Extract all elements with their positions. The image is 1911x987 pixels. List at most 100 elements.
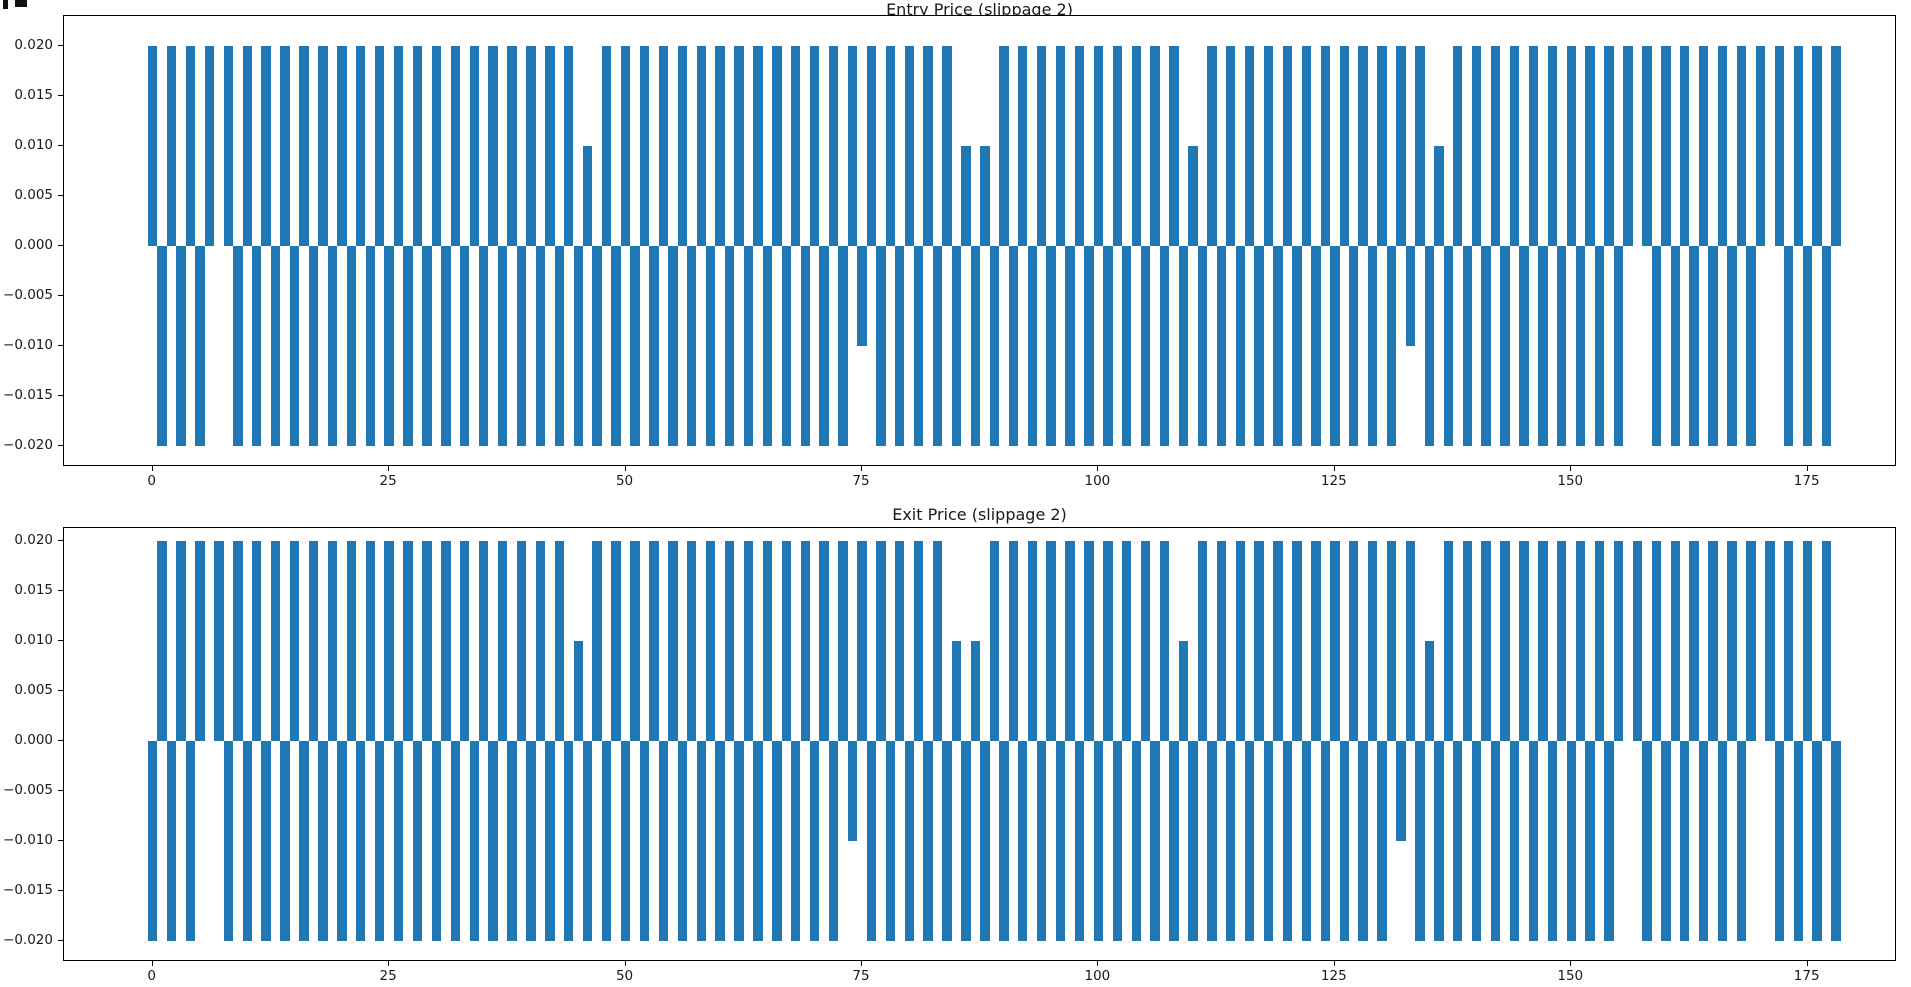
bar	[157, 246, 167, 446]
bar	[1263, 741, 1274, 941]
bar	[148, 741, 158, 941]
bar	[374, 46, 385, 246]
bar	[1178, 246, 1189, 446]
bar	[1434, 146, 1444, 246]
bar	[318, 46, 328, 246]
bar	[800, 246, 810, 446]
bar	[724, 246, 735, 446]
bar	[1727, 246, 1737, 446]
bar	[1765, 541, 1775, 741]
bar	[1301, 741, 1312, 941]
x-tick-label: 150	[1557, 968, 1584, 984]
bar	[857, 541, 867, 741]
bar	[1055, 46, 1066, 246]
bar	[1793, 46, 1803, 246]
bar	[809, 46, 820, 246]
bar	[980, 741, 990, 941]
bar	[1169, 741, 1179, 941]
bar	[526, 46, 536, 246]
x-tick-mark	[1097, 466, 1099, 471]
bar	[1018, 46, 1028, 246]
x-tick-label: 175	[1793, 473, 1820, 489]
bar	[1680, 741, 1690, 941]
bar	[252, 246, 262, 446]
x-tick-mark	[624, 961, 626, 966]
bar	[327, 541, 338, 741]
bar	[583, 741, 593, 941]
bar	[743, 246, 754, 446]
bar	[412, 741, 423, 941]
bar	[876, 246, 886, 446]
bar	[1566, 741, 1576, 941]
y-tick-mark	[58, 95, 63, 96]
bar	[233, 541, 243, 741]
bar	[223, 741, 234, 941]
bar	[1623, 46, 1633, 246]
bar	[1490, 741, 1501, 941]
bar	[1821, 246, 1832, 446]
bar	[1604, 741, 1614, 941]
bar	[1424, 246, 1435, 446]
bar	[1538, 541, 1548, 741]
bar	[1122, 541, 1132, 741]
bar	[857, 246, 867, 346]
bar	[1159, 246, 1170, 446]
bar	[450, 46, 460, 246]
bar	[1320, 46, 1331, 246]
entry-price-chart-title: Entry Price (slippage 2)	[886, 0, 1073, 19]
bar	[611, 541, 621, 741]
bar	[1367, 246, 1378, 446]
bar	[1377, 741, 1387, 941]
bar	[270, 246, 281, 446]
bar	[1746, 246, 1756, 446]
bar	[1188, 741, 1198, 941]
bar	[564, 741, 574, 941]
bar	[1746, 541, 1756, 741]
bar	[1103, 541, 1113, 741]
bar	[1282, 741, 1293, 941]
bar	[1330, 246, 1340, 446]
bar	[422, 246, 432, 446]
bar	[460, 246, 470, 446]
bar	[1055, 741, 1066, 941]
bar	[1727, 541, 1737, 741]
bar	[1339, 741, 1349, 941]
bar	[545, 46, 555, 246]
bar	[1150, 46, 1160, 246]
x-tick-mark	[1806, 466, 1808, 471]
bar	[1415, 741, 1425, 941]
bar	[1755, 46, 1766, 246]
x-tick-label: 125	[1320, 473, 1347, 489]
bar	[601, 46, 612, 246]
y-tick-mark	[58, 195, 63, 196]
bar	[1594, 246, 1605, 446]
y-tick-label: 0.000	[14, 237, 53, 253]
bar	[242, 741, 252, 941]
bar	[914, 541, 924, 741]
bar	[1784, 246, 1794, 446]
bar	[828, 46, 839, 246]
bar	[1434, 741, 1444, 941]
bar	[1443, 541, 1453, 741]
x-tick-label: 100	[1084, 968, 1111, 984]
bar	[1386, 541, 1397, 741]
bar	[819, 246, 829, 446]
bar	[592, 246, 602, 446]
bar	[1349, 246, 1359, 446]
bar	[583, 146, 593, 246]
bar	[743, 541, 754, 741]
entry-price-plot-area	[63, 15, 1896, 466]
bar	[601, 741, 612, 941]
y-tick-mark	[58, 395, 63, 396]
y-tick-mark	[58, 445, 63, 446]
bar	[781, 541, 791, 741]
bar	[289, 541, 300, 741]
bar	[932, 541, 943, 741]
bar	[1169, 46, 1179, 246]
bar	[1358, 46, 1368, 246]
bar	[630, 541, 640, 741]
bar	[1585, 741, 1595, 941]
bar	[204, 46, 215, 246]
x-tick-mark	[151, 466, 153, 471]
